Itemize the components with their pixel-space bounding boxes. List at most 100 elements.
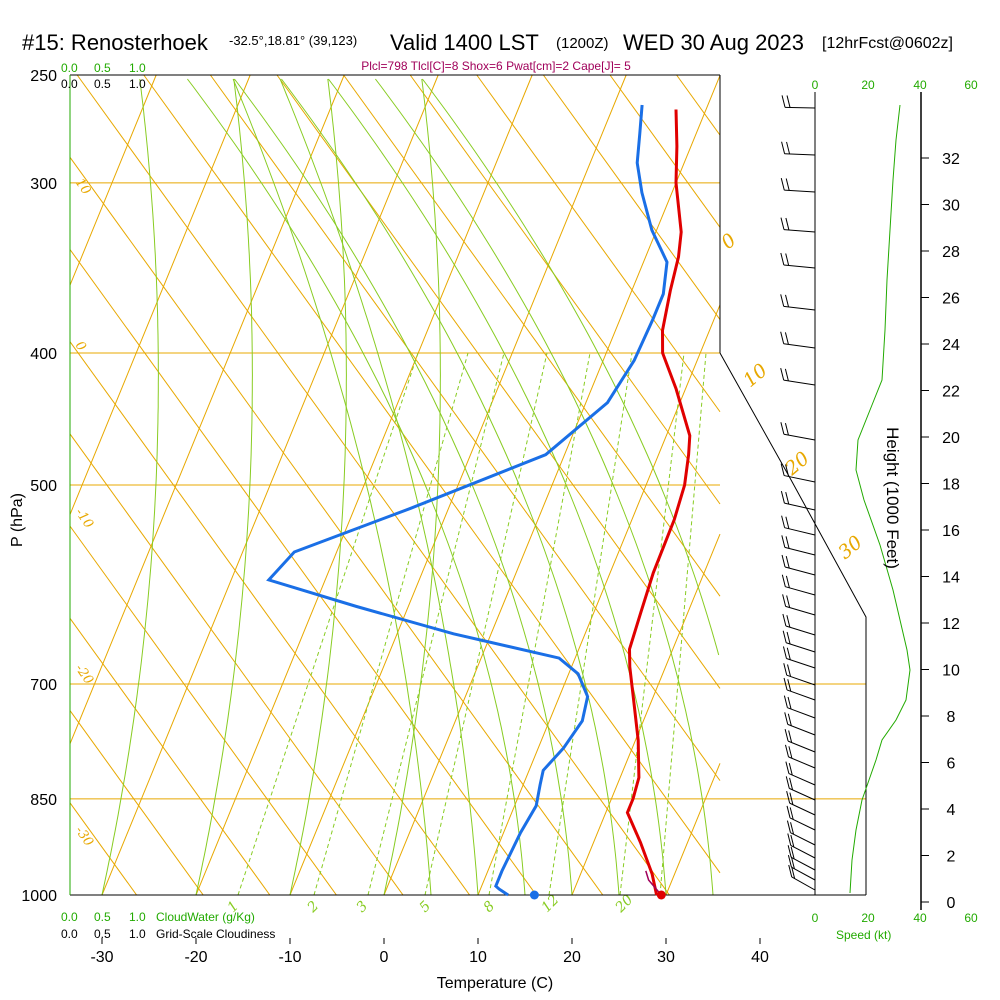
x-axis-label: Temperature (C) <box>437 975 553 992</box>
utc-time: (1200Z) <box>556 35 609 52</box>
wind-barb-flag-1-1 <box>786 141 791 155</box>
mixing-ratio-label-5: 5 <box>417 898 435 916</box>
wind-barb-flag-20-0 <box>783 677 788 691</box>
wind-barb-flag-18-1 <box>786 647 791 660</box>
wind-barb-shaft-8 <box>783 433 816 441</box>
moist-adiabat-0-0 <box>101 78 159 896</box>
dry-adiabat-11 <box>209 74 721 781</box>
wind-barb-flag-16-0 <box>782 613 787 627</box>
moist-adiabat-11-0 <box>422 78 720 656</box>
wind-barb-flag-17-0 <box>782 630 787 643</box>
wind-barb-flag-15-1 <box>786 595 791 608</box>
wind-barb-shaft-11 <box>784 527 816 536</box>
wind-barb-flag-13-0 <box>781 554 786 568</box>
height-tick-label-28: 28 <box>942 244 960 261</box>
isotherm--10 <box>289 74 627 896</box>
wind-barb-flag-26-0 <box>785 776 790 789</box>
isotherm-0 <box>383 75 721 896</box>
surface-temperature-dot <box>656 890 666 900</box>
wind-barb-flag-0-0 <box>781 95 786 108</box>
wind-barb-flag-12-1 <box>785 536 790 549</box>
height-tick-label-2: 2 <box>947 849 956 866</box>
cloud-scale-top-green-2: 1.0 <box>129 61 146 75</box>
temperature-axis-ticks: -30 -20 -10 0 10 20 30 40 <box>90 938 769 966</box>
cloud-scale-bottom-black-1: 0.5 <box>94 927 111 941</box>
speed-bottom-tick-0: 0 <box>812 911 819 925</box>
isotherm--50 <box>69 74 251 515</box>
moist-adiabat-6-0 <box>187 78 526 896</box>
wind-barb-flag-5-1 <box>785 294 789 308</box>
speed-top-tick-1: 20 <box>861 78 875 92</box>
dry-adiabat-1 <box>69 802 138 896</box>
mixing-ratio-label-8: 8 <box>481 898 499 916</box>
dry-adiabat-15 <box>476 74 721 413</box>
wind-barb-shaft-31 <box>790 856 816 871</box>
wind-barb-shaft-5 <box>783 305 816 311</box>
surface-dewpoint-dot <box>529 890 539 900</box>
wind-barb-flag-16-1 <box>786 615 791 628</box>
wind-barb-shaft-24 <box>788 756 816 769</box>
moist-adiabat-label-0: 0 <box>717 229 740 254</box>
cloud-scale-bottom-green-2: 1.0 <box>129 910 146 924</box>
station-location: -32.5°,18.81° (39,123) <box>229 33 357 48</box>
station-title: #15: Renosterhoek <box>22 30 209 55</box>
wind-barb-flag-32-1 <box>790 856 795 869</box>
wind-barb-flag-26-1 <box>789 777 794 790</box>
wind-barb-flag-8-1 <box>784 422 789 436</box>
moist-adiabat-4-0 <box>232 78 432 896</box>
speed-bottom-tick-3: 60 <box>964 911 978 925</box>
wind-barb-flag-31-1 <box>790 846 795 860</box>
pressure-tick-300: 300 <box>30 176 57 193</box>
wind-barb-shaft-13 <box>784 566 816 576</box>
moist-adiabat-label-10: 10 <box>739 359 772 391</box>
mixing-ratio-label-20: 20 <box>612 892 637 917</box>
height-tick-label-12: 12 <box>942 616 960 633</box>
wind-barb-flag-28-1 <box>789 807 794 820</box>
wind-barb-flag-0-1 <box>786 95 791 108</box>
wind-barb-flag-32-0 <box>787 855 792 868</box>
parcel-parameters: Plcl=798 Tlcl[C]=8 Shox=6 Pwat[cm]=2 Cap… <box>361 59 631 73</box>
wind-barb-flag-27-0 <box>786 791 791 804</box>
pressure-tick-400: 400 <box>30 346 57 363</box>
mixing-ratio-lines <box>237 352 707 896</box>
wind-barb-flag-1-0 <box>781 141 786 154</box>
speed-top-tick-0: 0 <box>812 78 819 92</box>
wind-barb-flag-24-0 <box>784 744 789 757</box>
height-tick-label-32: 32 <box>942 151 960 168</box>
dry-adiabat-8 <box>69 156 604 896</box>
height-tick-label-14: 14 <box>942 570 960 587</box>
speed-profile-line <box>849 104 911 894</box>
wind-barb-flag-19-1 <box>787 664 792 677</box>
wind-barb-flag-25-1 <box>788 762 793 776</box>
dry-adiabat-label-0: 0 <box>72 339 89 354</box>
forecast-info: [12hrFcst@0602z] <box>822 35 953 52</box>
temperature-line <box>625 109 692 896</box>
cloud-scale-bottom-green-1: 0.5 <box>94 910 111 924</box>
mixing-ratio-6 <box>619 352 685 896</box>
isotherm--60 <box>69 74 157 286</box>
x-tick-label--10: -10 <box>278 949 301 966</box>
wind-barb-flag-22-1 <box>787 713 792 726</box>
wind-barb-flag-31-0 <box>787 845 792 858</box>
y-axis-label: P (hPa) <box>9 493 26 547</box>
wind-barb-shaft-33 <box>791 876 816 891</box>
wind-barb-shaft-1 <box>784 153 816 156</box>
height-tick-label-22: 22 <box>942 384 960 401</box>
valid-time: Valid 1400 LST <box>390 30 539 55</box>
height-axis-label: Height (1000 Feet) <box>883 427 902 569</box>
wind-barb-flag-9-0 <box>780 463 785 476</box>
isotherm-30 <box>665 763 721 896</box>
height-tick-label-8: 8 <box>947 709 956 726</box>
height-tick-label-20: 20 <box>942 430 960 447</box>
wind-barb-flag-11-1 <box>785 516 790 529</box>
height-tick-label-6: 6 <box>947 756 956 773</box>
wind-barb-shaft-20 <box>786 689 816 701</box>
wind-barb-flag-23-1 <box>788 730 793 743</box>
speed-bottom-tick-2: 40 <box>913 911 927 925</box>
cloud-scale-bottom-green-0: 0.0 <box>61 910 78 924</box>
wind-barb-flag-24-1 <box>788 746 793 759</box>
mixing-ratio-5 <box>548 352 633 896</box>
